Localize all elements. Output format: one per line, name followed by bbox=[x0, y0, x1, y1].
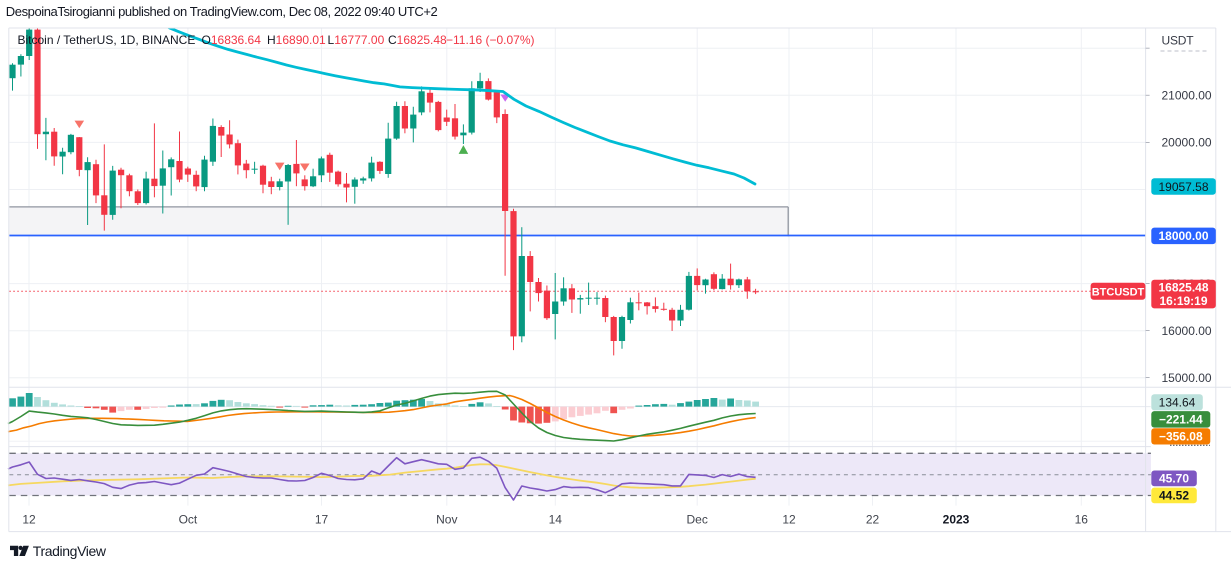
svg-text:Nov: Nov bbox=[436, 513, 457, 527]
svg-text:BTCUSDT: BTCUSDT bbox=[1092, 286, 1145, 298]
svg-text:44.52: 44.52 bbox=[1159, 489, 1189, 503]
svg-text:134.64: 134.64 bbox=[1159, 396, 1196, 410]
svg-text:14: 14 bbox=[549, 513, 563, 527]
svg-text:45.70: 45.70 bbox=[1159, 472, 1189, 486]
svg-text:16825.48: 16825.48 bbox=[1158, 281, 1208, 295]
svg-text:16: 16 bbox=[1075, 513, 1089, 527]
svg-text:−221.44: −221.44 bbox=[1159, 413, 1203, 427]
svg-text:15000.00: 15000.00 bbox=[1162, 371, 1212, 385]
svg-text:16:19:19: 16:19:19 bbox=[1159, 294, 1207, 308]
svg-text:2023: 2023 bbox=[943, 513, 970, 527]
svg-text:−11.16 (−0.07%): −11.16 (−0.07%) bbox=[446, 33, 535, 47]
svg-text:DespoinaTsirogianni published: DespoinaTsirogianni published on Trading… bbox=[6, 4, 438, 19]
svg-text:16000.00: 16000.00 bbox=[1162, 324, 1212, 338]
svg-text:22: 22 bbox=[866, 513, 880, 527]
svg-text:C16825.48: C16825.48 bbox=[388, 33, 447, 47]
svg-text:19057.58: 19057.58 bbox=[1158, 180, 1208, 194]
svg-text:21000.00: 21000.00 bbox=[1162, 89, 1212, 103]
svg-text:12: 12 bbox=[782, 513, 796, 527]
svg-text:Bitcoin / TetherUS, 1D, BINANC: Bitcoin / TetherUS, 1D, BINANCE bbox=[18, 33, 196, 47]
svg-text:17: 17 bbox=[315, 513, 329, 527]
svg-text:USDT: USDT bbox=[1162, 34, 1195, 48]
svg-text:18000.00: 18000.00 bbox=[1158, 229, 1208, 243]
svg-text:Oct: Oct bbox=[179, 513, 198, 527]
svg-text:−356.08: −356.08 bbox=[1159, 430, 1203, 444]
svg-text:O16836.64: O16836.64 bbox=[202, 33, 262, 47]
svg-text:L16777.00: L16777.00 bbox=[328, 33, 385, 47]
svg-text:H16890.01: H16890.01 bbox=[267, 33, 326, 47]
svg-text:20000.00: 20000.00 bbox=[1162, 136, 1212, 150]
svg-text:TradingView: TradingView bbox=[33, 543, 107, 559]
svg-text:12: 12 bbox=[22, 513, 36, 527]
svg-text:Dec: Dec bbox=[687, 513, 708, 527]
